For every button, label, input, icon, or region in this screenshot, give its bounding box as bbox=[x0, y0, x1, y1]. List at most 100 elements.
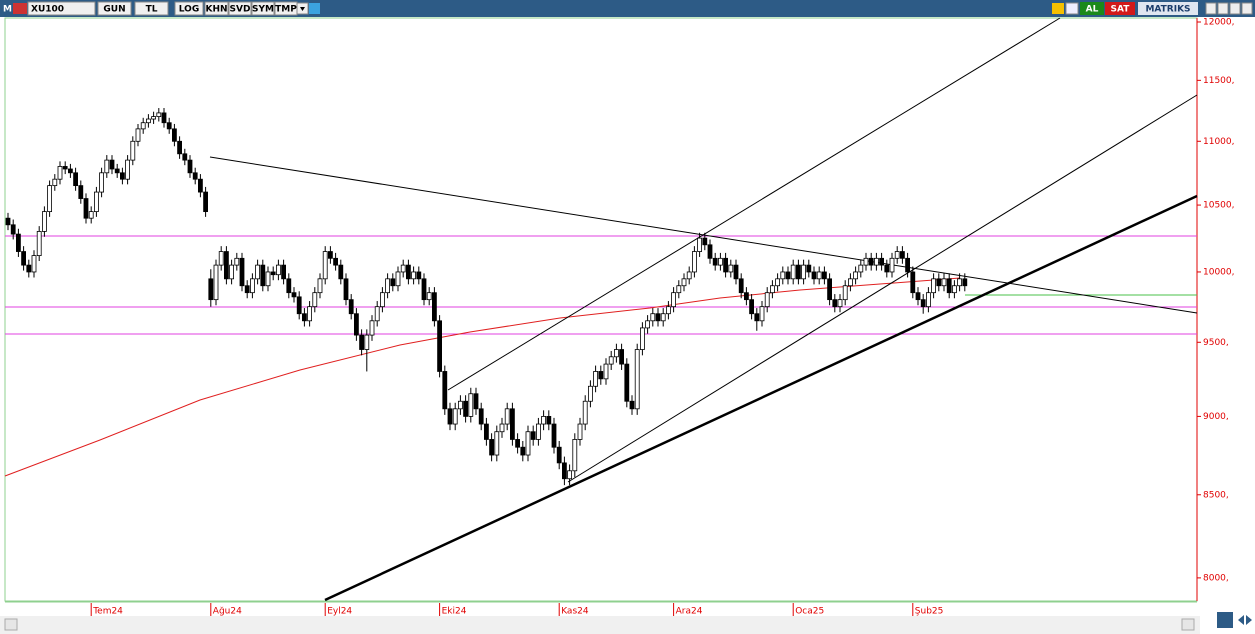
annotations bbox=[4, 17, 1198, 602]
toolbar-button-label: SVD bbox=[230, 5, 251, 15]
candle-body bbox=[369, 320, 375, 336]
toolbar-button[interactable] bbox=[134, 1, 169, 16]
settings-icon[interactable] bbox=[1217, 612, 1233, 628]
scroll-left[interactable] bbox=[4, 618, 18, 631]
candle-body bbox=[676, 285, 682, 294]
trend-line bbox=[447, 17, 1061, 391]
candle-body bbox=[567, 470, 572, 480]
y-tick-label: 8000, bbox=[1203, 573, 1229, 583]
candle-body bbox=[858, 264, 864, 273]
axes: 8000, 8500, 9000, 9500, 10000, 10500, 11000, 11… bbox=[5, 17, 1235, 617]
candle-body bbox=[889, 257, 895, 273]
candle-body bbox=[457, 400, 463, 410]
symbol-icon[interactable] bbox=[13, 3, 27, 14]
candle-body bbox=[842, 285, 848, 301]
candle-body bbox=[692, 251, 697, 273]
toolbar-button-label: KHN bbox=[205, 5, 227, 15]
toolbar-button[interactable] bbox=[174, 1, 204, 16]
candle-body bbox=[385, 278, 391, 294]
candle-body bbox=[442, 371, 448, 410]
candle-body bbox=[619, 349, 624, 365]
toolbar-button[interactable] bbox=[251, 1, 275, 16]
y-tick-label: 8500, bbox=[1203, 490, 1229, 500]
candle-body bbox=[541, 416, 546, 425]
candle-body bbox=[931, 278, 936, 294]
x-tick-label: Şub25 bbox=[915, 607, 944, 617]
flash-icon[interactable] bbox=[1052, 3, 1064, 14]
candle-body bbox=[764, 292, 770, 308]
candle-body bbox=[109, 159, 115, 170]
candle-body bbox=[666, 306, 671, 315]
buy-button[interactable] bbox=[1080, 2, 1104, 15]
candle-body bbox=[900, 251, 905, 259]
symbol-box[interactable] bbox=[27, 1, 96, 16]
candle-body bbox=[853, 271, 858, 280]
toolbar-buttons: GUN TL LOG KHN SVD SYM TMP bbox=[97, 1, 298, 16]
candle-body bbox=[125, 159, 130, 180]
candle-body bbox=[874, 257, 879, 266]
candle-body bbox=[452, 408, 458, 425]
toolbar-button[interactable] bbox=[97, 1, 132, 16]
candle-body bbox=[405, 264, 411, 280]
toolbar-button[interactable] bbox=[204, 1, 229, 16]
candle-body bbox=[94, 191, 99, 213]
twitter-icon[interactable] bbox=[309, 3, 320, 14]
candle-body bbox=[915, 292, 921, 301]
candle-body bbox=[31, 255, 37, 273]
candle-body bbox=[629, 400, 635, 410]
candle-body bbox=[634, 349, 640, 410]
candle-body bbox=[234, 257, 240, 266]
candle-body bbox=[577, 423, 583, 440]
candle-body bbox=[796, 264, 801, 280]
candle-body bbox=[718, 257, 723, 266]
candle-body bbox=[426, 292, 432, 301]
candle-body bbox=[364, 334, 370, 350]
candle-body bbox=[515, 439, 520, 448]
candle-body bbox=[551, 423, 557, 448]
candle-body bbox=[660, 313, 666, 322]
scroll-right[interactable] bbox=[1181, 618, 1195, 631]
sell-button[interactable] bbox=[1105, 2, 1135, 15]
candle-body bbox=[343, 278, 349, 301]
maximize[interactable] bbox=[1217, 2, 1229, 15]
candle-body bbox=[177, 140, 183, 155]
candle-body bbox=[301, 313, 307, 322]
minimize[interactable] bbox=[1205, 2, 1217, 15]
sell-label: SAT bbox=[1111, 5, 1131, 15]
candle-body bbox=[905, 257, 910, 273]
candle-body bbox=[910, 271, 916, 294]
candle-body bbox=[473, 393, 479, 410]
brand-box bbox=[1138, 2, 1198, 15]
scrollbar[interactable] bbox=[0, 616, 1200, 634]
x-tick-label: Ağu24 bbox=[213, 607, 242, 617]
restore[interactable] bbox=[1229, 2, 1241, 15]
candle-body bbox=[10, 224, 16, 235]
candle-body bbox=[140, 122, 146, 130]
toolbar-button-label: SYM bbox=[252, 5, 274, 15]
candle-body bbox=[5, 217, 11, 226]
y-tick-label: 12000, bbox=[1203, 17, 1235, 27]
candle-body bbox=[114, 168, 120, 174]
trend-line bbox=[567, 94, 1198, 483]
candle-body bbox=[68, 168, 73, 174]
candle-body bbox=[88, 211, 94, 219]
candle-body bbox=[926, 292, 931, 308]
toolbar-button[interactable] bbox=[228, 1, 252, 16]
refresh-icon[interactable] bbox=[1065, 2, 1079, 15]
candle-body bbox=[83, 198, 89, 219]
candle-body bbox=[593, 371, 598, 387]
candle-body bbox=[327, 251, 333, 259]
candle-body bbox=[556, 446, 562, 464]
candle-body bbox=[400, 264, 406, 273]
candle-body bbox=[603, 363, 609, 380]
nav-arrows[interactable] bbox=[1238, 615, 1252, 625]
candle-body bbox=[686, 271, 692, 280]
candle-body bbox=[806, 264, 812, 273]
candle-body bbox=[192, 172, 198, 180]
candle-body bbox=[463, 400, 469, 417]
y-tick-label: 10500, bbox=[1203, 201, 1235, 211]
close[interactable] bbox=[1241, 2, 1253, 15]
candle-body bbox=[645, 320, 650, 329]
candle-body bbox=[733, 264, 739, 280]
